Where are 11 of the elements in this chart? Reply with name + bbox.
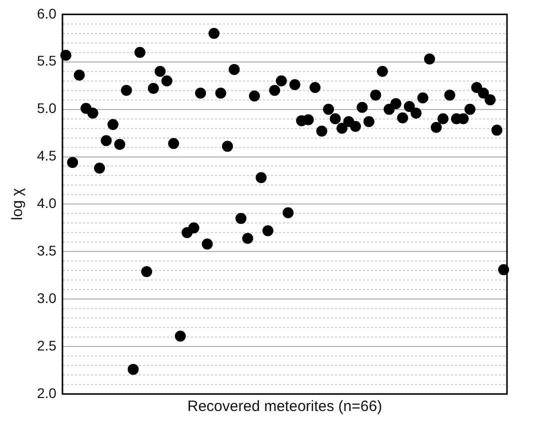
y-tick-label: 5.5 bbox=[36, 52, 57, 69]
y-tick-label: 5.0 bbox=[36, 100, 57, 116]
x-axis-title: Recovered meteorites (n=66) bbox=[187, 398, 382, 416]
y-tick-label: 2.0 bbox=[36, 384, 57, 401]
y-tick-label: 3.0 bbox=[36, 290, 57, 306]
y-tick-label: 4.5 bbox=[36, 148, 57, 164]
y-axis-title: log χ bbox=[9, 188, 26, 220]
y-tick-label: 3.5 bbox=[36, 242, 57, 259]
y-tick-label: 4.0 bbox=[36, 195, 57, 212]
y-tick-label: 2.5 bbox=[36, 337, 57, 354]
y-tick-label: 6.0 bbox=[36, 5, 57, 22]
